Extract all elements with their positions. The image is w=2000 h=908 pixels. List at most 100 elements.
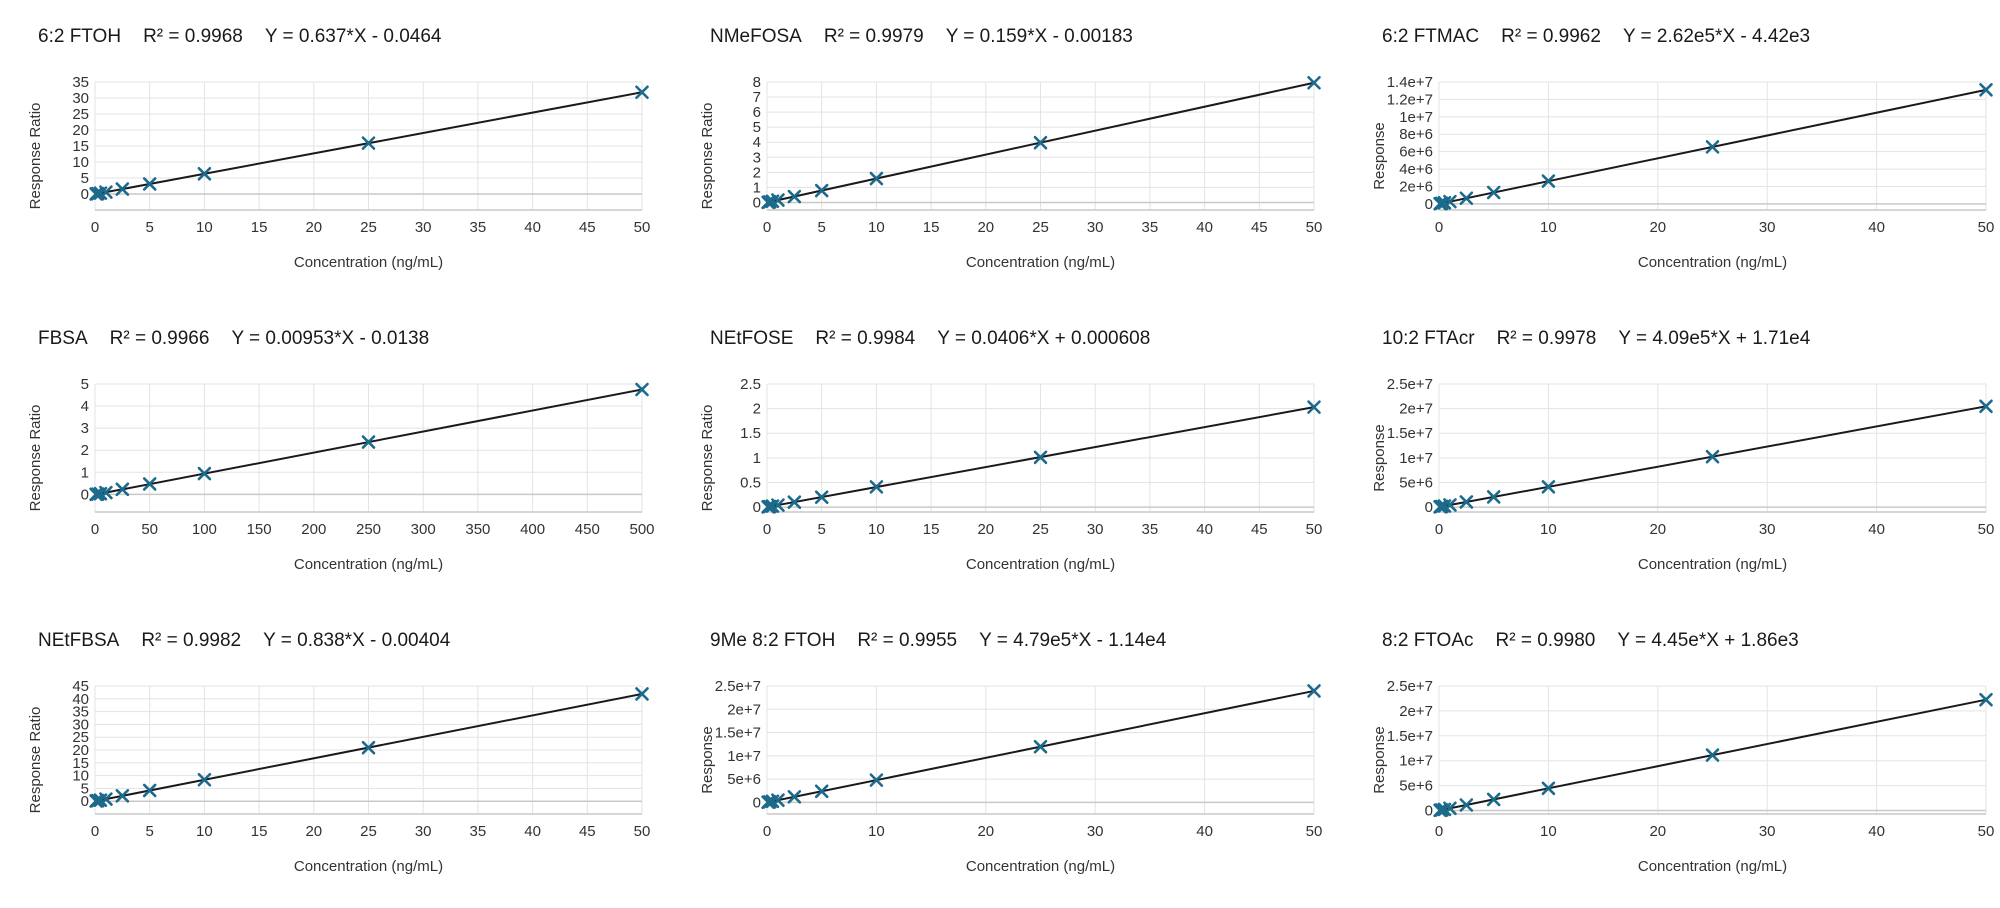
x-tick-label: 25 [1032, 219, 1049, 236]
x-tick-label: 0 [763, 521, 771, 538]
x-tick-label: 15 [923, 219, 940, 236]
data-point-marker [1307, 400, 1321, 414]
y-tick-label: 1.5e+7 [1387, 728, 1433, 745]
x-tick-label: 25 [360, 219, 377, 236]
x-tick-label: 10 [868, 823, 885, 840]
analyte-name: NEtFBSA [38, 630, 120, 651]
x-tick-label: 500 [629, 521, 654, 538]
calibration-chart: 6:2 FTMAC R² = 0.9962 Y = 2.62e5*X - 4.42e… [1344, 0, 1994, 290]
data-point-marker [1541, 781, 1556, 796]
x-tick-label: 45 [579, 823, 596, 840]
y-axis-title: Response [1371, 726, 1388, 794]
calibration-chart: 9Me 8:2 FTOH R² = 0.9955 Y = 4.79e5*X - 1.… [672, 604, 1322, 894]
x-tick-label: 10 [1540, 823, 1557, 840]
data-point-marker [787, 790, 802, 804]
data-point-marker [99, 485, 113, 500]
data-point-marker [869, 171, 884, 186]
y-tick-label: 15 [72, 138, 89, 155]
data-point-marker [1033, 739, 1048, 754]
x-tick-label: 45 [1251, 521, 1268, 538]
x-tick-label: 200 [301, 521, 326, 538]
y-tick-label: 5e+6 [1399, 474, 1433, 491]
y-axis-title: Response [699, 726, 716, 794]
x-tick-label: 40 [524, 219, 541, 236]
x-tick-label: 400 [520, 521, 545, 538]
x-tick-label: 40 [1196, 219, 1213, 236]
y-tick-label: 0 [81, 186, 89, 203]
y-tick-label: 20 [72, 742, 89, 759]
data-point-marker [361, 435, 376, 449]
fit-equation: Y = 4.09e5*X + 1.71e4 [1618, 328, 1810, 349]
y-tick-label: 3 [81, 420, 89, 437]
fit-equation: Y = 4.45e*X + 1.86e3 [1617, 630, 1798, 651]
x-tick-label: 40 [1868, 219, 1885, 236]
data-point-marker [1486, 185, 1501, 200]
x-tick-label: 300 [411, 521, 436, 538]
y-tick-label: 25 [72, 106, 89, 123]
data-point-marker [1486, 490, 1501, 504]
x-axis-title: Concentration (ng/mL) [294, 858, 443, 875]
x-tick-label: 5 [146, 219, 154, 236]
calibration-chart: 8:2 FTOAc R² = 0.9980 Y = 4.45e*X + 1.86e3… [1344, 604, 1994, 894]
y-tick-label: 2e+7 [727, 701, 761, 718]
y-tick-label: 7 [753, 89, 761, 106]
x-tick-label: 30 [415, 219, 432, 236]
x-tick-label: 0 [763, 823, 771, 840]
calibration-chart: FBSA R² = 0.9966 Y = 0.00953*X - 0.0138 0 50… [0, 302, 655, 592]
x-tick-label: 10 [196, 219, 213, 236]
data-point-marker [771, 498, 785, 512]
x-tick-label: 20 [1649, 823, 1666, 840]
x-tick-label: 15 [923, 521, 940, 538]
data-point-marker [1979, 692, 1993, 707]
data-point-marker [361, 740, 376, 755]
x-tick-label: 50 [1978, 521, 1995, 538]
y-tick-label: 5 [81, 170, 89, 187]
analyte-name: 6:2 FTOH [38, 26, 121, 47]
x-tick-label: 450 [575, 521, 600, 538]
x-tick-label: 100 [192, 521, 217, 538]
fit-equation: Y = 0.637*X - 0.0464 [265, 26, 442, 47]
y-tick-label: 2.5e+7 [715, 678, 761, 695]
x-tick-label: 0 [91, 823, 99, 840]
x-tick-label: 10 [196, 823, 213, 840]
y-tick-label: 6e+6 [1399, 144, 1433, 161]
y-axis-title: Response Ratio [27, 103, 44, 210]
x-axis-title: Concentration (ng/mL) [1638, 556, 1787, 573]
x-tick-label: 20 [305, 823, 322, 840]
x-tick-label: 10 [1540, 219, 1557, 236]
y-tick-label: 1.5e+7 [715, 725, 761, 742]
x-axis-title: Concentration (ng/mL) [1638, 254, 1787, 271]
y-tick-label: 2 [753, 164, 761, 181]
chart-svg: 9Me 8:2 FTOH R² = 0.9955 Y = 4.79e5*X - 1.… [699, 630, 1322, 875]
chart-svg: NEtFBSA R² = 0.9982 Y = 0.838*X - 0.00404 0… [27, 630, 650, 875]
x-tick-label: 0 [91, 521, 99, 538]
chart-title: 10:2 FTAcr R² = 0.9978 Y = 4.09e5*X + 1.71… [1382, 328, 1811, 349]
r-squared: R² = 0.9978 [1497, 328, 1597, 349]
y-tick-label: 1.2e+7 [1387, 91, 1433, 108]
chart-svg: 10:2 FTAcr R² = 0.9978 Y = 4.09e5*X + 1.71… [1371, 328, 1994, 573]
data-point-marker [1979, 83, 1993, 97]
calibration-chart: NMeFOSA R² = 0.9979 Y = 0.159*X - 0.00183 0… [672, 0, 1322, 290]
x-tick-label: 0 [1435, 219, 1443, 236]
data-point-marker [142, 783, 157, 798]
data-point-marker [814, 183, 829, 198]
y-tick-label: 35 [72, 704, 89, 721]
x-tick-label: 50 [634, 823, 651, 840]
r-squared: R² = 0.9968 [143, 26, 243, 47]
y-tick-label: 2.5e+7 [1387, 678, 1433, 695]
y-tick-label: 4e+6 [1399, 161, 1433, 178]
y-axis-title: Response Ratio [27, 405, 44, 512]
x-tick-label: 50 [1978, 823, 1995, 840]
data-point-marker [99, 185, 113, 199]
y-tick-label: 0 [1425, 196, 1433, 213]
x-tick-label: 30 [1087, 823, 1104, 840]
y-tick-label: 2.5 [740, 376, 761, 393]
chart-title: NEtFOSE R² = 0.9984 Y = 0.0406*X + 0.00060… [710, 328, 1150, 349]
y-tick-label: 35 [72, 74, 89, 91]
y-tick-label: 0 [753, 499, 761, 516]
x-tick-label: 150 [247, 521, 272, 538]
r-squared: R² = 0.9955 [857, 630, 957, 651]
y-tick-label: 1e+7 [727, 748, 761, 765]
calibration-chart: 6:2 FTOH R² = 0.9968 Y = 0.637*X - 0.0464 0… [0, 0, 650, 290]
y-tick-label: 1 [753, 179, 761, 196]
